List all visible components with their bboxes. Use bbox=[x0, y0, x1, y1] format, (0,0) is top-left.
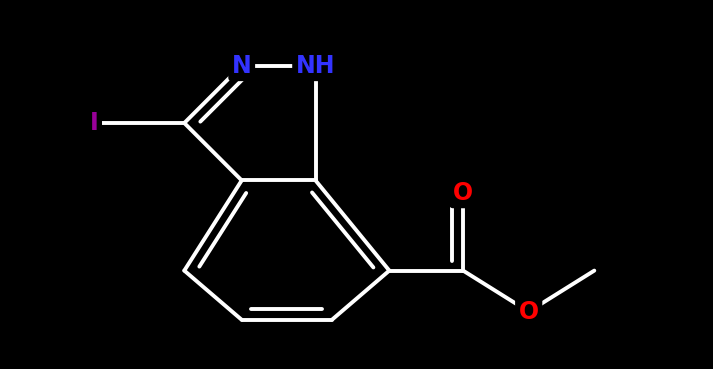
Text: I: I bbox=[90, 111, 98, 135]
Text: O: O bbox=[518, 300, 539, 324]
Text: O: O bbox=[453, 181, 473, 205]
Text: N: N bbox=[232, 54, 252, 77]
Text: NH: NH bbox=[296, 54, 335, 77]
